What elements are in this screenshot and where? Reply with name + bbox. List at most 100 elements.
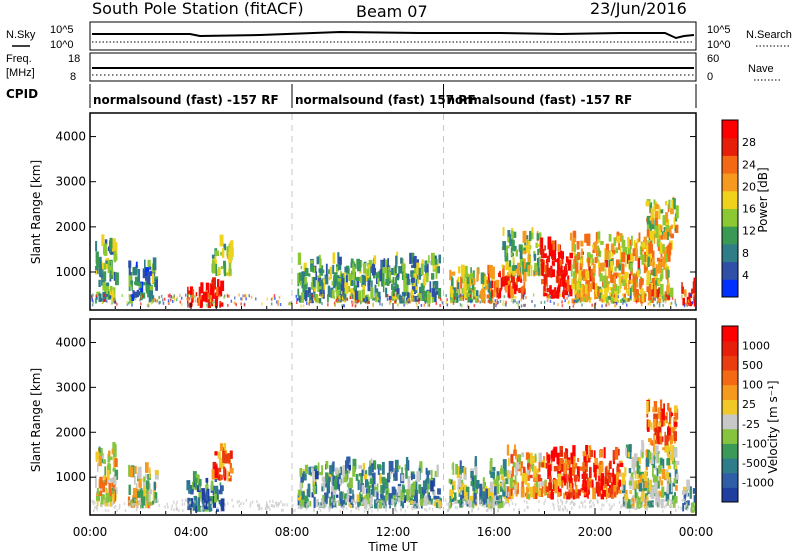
echo-cell xyxy=(434,292,437,303)
echo-cell xyxy=(376,491,379,503)
echo-cell xyxy=(523,247,526,251)
echo-cell xyxy=(647,419,651,428)
echo-cell xyxy=(520,468,522,476)
echo-cell xyxy=(377,508,379,512)
echo-cell xyxy=(215,296,218,303)
echo-cell xyxy=(395,469,398,481)
date-label: 23/Jun/2016 xyxy=(590,0,687,18)
echo-cell xyxy=(688,302,691,306)
echo-cell xyxy=(351,503,354,508)
echo-cell xyxy=(425,263,429,277)
echo-cell xyxy=(129,300,133,304)
echo-cell xyxy=(616,463,621,467)
echo-cell xyxy=(466,292,471,297)
echo-cell xyxy=(438,288,442,299)
echo-cell xyxy=(377,468,380,475)
echo-cell xyxy=(602,267,605,272)
echo-cell xyxy=(674,224,679,233)
echo-cell xyxy=(485,509,488,512)
echo-cell xyxy=(661,408,665,421)
echo-cell xyxy=(518,244,523,252)
echo-cell xyxy=(146,303,149,307)
echo-cell xyxy=(580,248,583,256)
echo-cell xyxy=(329,465,333,475)
echo-cell xyxy=(627,245,632,255)
echo-cell xyxy=(682,297,685,306)
echo-cell xyxy=(505,261,509,271)
echo-cell xyxy=(191,507,193,511)
echo-cell xyxy=(346,483,350,488)
echo-cell xyxy=(655,203,659,210)
echo-cell xyxy=(505,303,507,307)
echo-cell xyxy=(364,298,367,303)
echo-cell xyxy=(319,509,322,512)
echo-cell xyxy=(463,289,468,299)
echo-cell xyxy=(388,460,393,474)
echo-cell xyxy=(348,483,352,494)
echo-cell xyxy=(530,265,533,277)
echo-cell xyxy=(212,290,215,297)
echo-cell xyxy=(512,256,515,263)
echo-cell xyxy=(366,268,370,276)
echo-cell xyxy=(572,304,575,308)
cpid-segment-text: normalsound (fast) -157 RF xyxy=(93,93,279,107)
echo-cell xyxy=(561,304,564,308)
echo-cell xyxy=(380,494,384,499)
echo-cell xyxy=(687,299,690,303)
echo-cell xyxy=(311,276,314,288)
echo-cell xyxy=(558,263,560,276)
echo-cell xyxy=(583,298,587,303)
echo-cell xyxy=(272,296,274,300)
echo-cell xyxy=(440,299,443,303)
echo-cell xyxy=(652,445,655,452)
echo-cell xyxy=(360,473,363,484)
echo-cell xyxy=(665,416,668,420)
echo-cell xyxy=(589,500,591,504)
echo-cell xyxy=(332,264,335,275)
echo-cell xyxy=(404,509,407,513)
echo-cell xyxy=(628,273,631,285)
echo-cell xyxy=(218,489,223,495)
echo-cell xyxy=(561,273,566,287)
echo-cell xyxy=(234,296,236,300)
echo-cell xyxy=(426,483,429,495)
echo-cell xyxy=(300,265,303,270)
echo-cell xyxy=(501,477,505,488)
echo-cell xyxy=(508,503,511,507)
echo-cell xyxy=(198,286,201,297)
echo-cell xyxy=(493,479,498,485)
echo-cell xyxy=(424,479,428,490)
echo-cell xyxy=(502,277,506,281)
echo-cell xyxy=(149,285,153,297)
colorbar-segment xyxy=(722,384,738,400)
echo-cell xyxy=(596,463,599,467)
echo-cell xyxy=(202,507,204,511)
echo-cell xyxy=(576,282,580,291)
echo-cell xyxy=(311,294,314,298)
echo-cell xyxy=(404,276,408,287)
echo-cell xyxy=(492,290,496,298)
echo-cell xyxy=(569,483,573,492)
echo-cell xyxy=(196,484,201,492)
echo-cell xyxy=(670,233,674,239)
echo-cell xyxy=(200,499,202,502)
echo-cell xyxy=(147,304,150,308)
echo-cell xyxy=(368,259,373,266)
echo-cell xyxy=(614,291,618,302)
echo-cell xyxy=(321,500,323,504)
echo-cell xyxy=(640,288,644,294)
echo-cell xyxy=(655,277,660,287)
echo-cell xyxy=(175,507,178,511)
echo-cell xyxy=(488,505,491,508)
echo-cell xyxy=(220,498,225,512)
echo-cell xyxy=(389,301,391,305)
echo-cell xyxy=(451,463,454,470)
echo-cell xyxy=(245,297,247,301)
echo-cell xyxy=(472,278,476,285)
echo-cell xyxy=(229,450,233,459)
echo-cell xyxy=(449,286,453,293)
echo-cell xyxy=(553,446,558,458)
echo-cell xyxy=(336,470,340,480)
echo-cell xyxy=(618,460,623,465)
echo-cell xyxy=(577,298,580,302)
